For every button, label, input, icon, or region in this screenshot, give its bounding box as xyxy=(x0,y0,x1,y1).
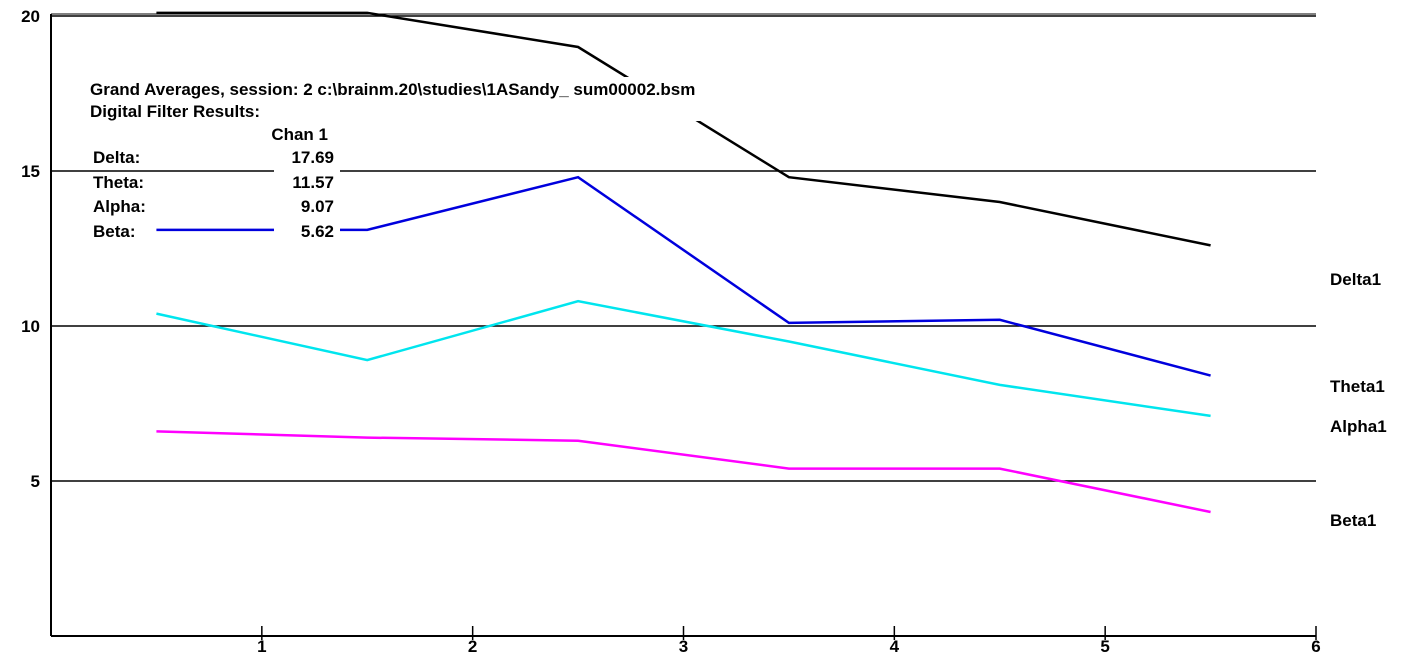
tick-labels: 1 2 3 4 5 6 5 10 15 20 xyxy=(21,7,1321,656)
x-tick-label: 6 xyxy=(1311,637,1320,656)
series-label-theta1: Theta1 xyxy=(1330,377,1385,396)
x-tick-label: 5 xyxy=(1100,637,1109,656)
series-label-beta1: Beta1 xyxy=(1330,511,1376,530)
info-bg-values xyxy=(274,125,340,245)
series-label-delta1: Delta1 xyxy=(1330,270,1381,289)
series-line-alpha1 xyxy=(156,299,1211,418)
y-tick-label: 5 xyxy=(31,472,40,491)
info-row-value: 9.07 xyxy=(301,197,334,216)
info-chan-header: Chan 1 xyxy=(271,125,328,144)
info-bg-title xyxy=(88,77,843,121)
info-row-label: Delta: xyxy=(93,148,140,167)
info-row-label: Theta: xyxy=(93,173,144,192)
x-tick-label: 3 xyxy=(679,637,688,656)
y-tick-label: 20 xyxy=(21,7,40,26)
x-tick-label: 4 xyxy=(890,637,900,656)
info-row-value: 11.57 xyxy=(292,173,334,192)
info-row-label: Beta: xyxy=(93,222,136,241)
y-tick-label: 15 xyxy=(21,162,40,181)
info-subtitle: Digital Filter Results: xyxy=(90,102,260,121)
gridlines xyxy=(51,15,1316,482)
filter-results-box: Grand Averages, session: 2 c:\brainm.20\… xyxy=(88,77,843,245)
series-label-alpha1: Alpha1 xyxy=(1330,417,1387,436)
x-tick-label: 2 xyxy=(468,637,477,656)
info-title: Grand Averages, session: 2 c:\brainm.20\… xyxy=(90,80,695,99)
info-row-label: Alpha: xyxy=(93,197,146,216)
x-tick-label: 1 xyxy=(257,637,266,656)
info-row-value: 17.69 xyxy=(291,148,334,167)
series-line-beta1 xyxy=(156,430,1211,514)
y-tick-label: 10 xyxy=(21,317,40,336)
info-row-value: 5.62 xyxy=(301,222,334,241)
series-labels: Delta1 Theta1 Alpha1 Beta1 xyxy=(1330,270,1387,530)
